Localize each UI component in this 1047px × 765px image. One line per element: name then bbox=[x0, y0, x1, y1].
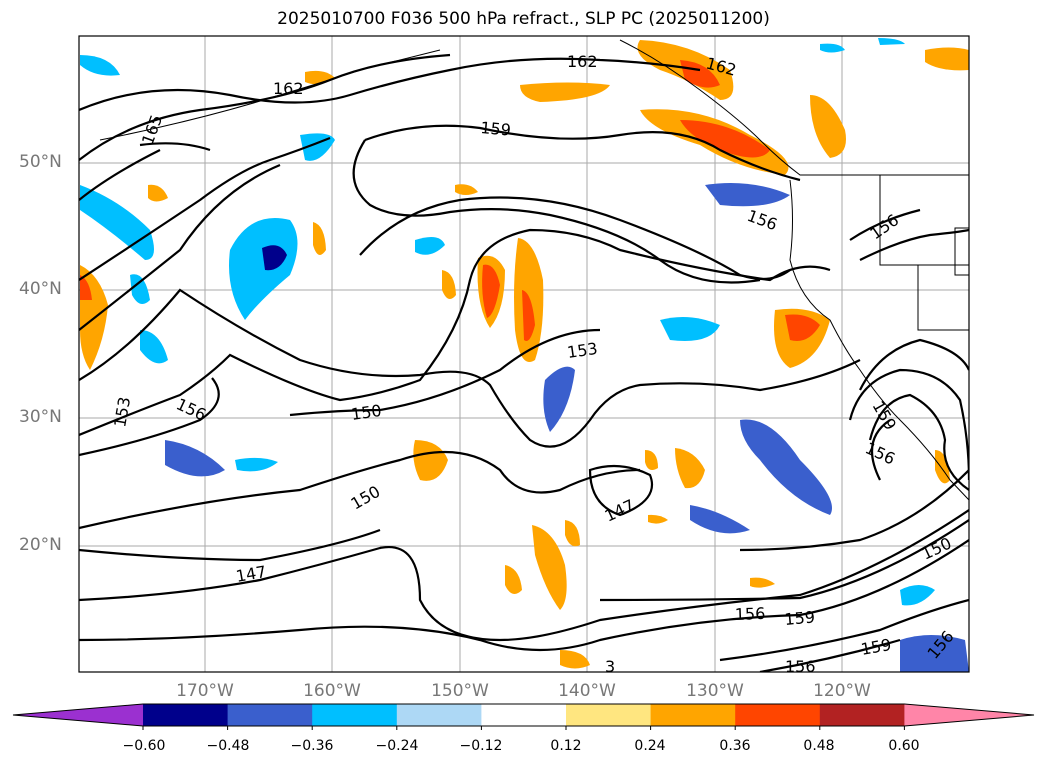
map-title: 2025010700 F036 500 hPa refract., SLP PC… bbox=[277, 9, 770, 29]
pos-fill bbox=[648, 514, 668, 524]
colorbar-tick-label: −0.36 bbox=[290, 738, 334, 754]
pos-fill bbox=[565, 520, 580, 547]
contour-label: 153 bbox=[566, 339, 599, 362]
pos-fill bbox=[560, 650, 590, 669]
lon-label-140w: 140°W bbox=[558, 681, 616, 701]
colorbar-tick-label: 0.24 bbox=[634, 738, 666, 754]
neg-fill bbox=[415, 236, 445, 255]
pos-fill bbox=[148, 184, 168, 202]
contour-label: 3 bbox=[605, 657, 615, 676]
pos-fill bbox=[80, 275, 92, 300]
neg-fill bbox=[165, 440, 225, 477]
pos-fill bbox=[520, 82, 610, 102]
neg-fill bbox=[235, 457, 278, 472]
slp-contours bbox=[79, 53, 969, 672]
colorbar-tick-label: −0.48 bbox=[206, 738, 250, 754]
contour-label: 150 bbox=[350, 401, 383, 424]
contour-label: 159 bbox=[480, 118, 512, 140]
pos-fill bbox=[305, 70, 335, 85]
negative-fills bbox=[80, 38, 969, 672]
pos-fill bbox=[750, 577, 775, 588]
colorbar-swatch bbox=[650, 704, 736, 726]
contour-label: 156 bbox=[862, 438, 898, 468]
pos-fill bbox=[455, 184, 478, 195]
contour-label: 156 bbox=[745, 206, 780, 234]
lat-label-50n: 50°N bbox=[19, 152, 62, 172]
neg-fill bbox=[660, 316, 720, 341]
colorbar-swatch bbox=[143, 704, 229, 726]
neg-fill bbox=[140, 330, 168, 364]
colorbar-tick-label: 0.60 bbox=[888, 738, 920, 754]
neg-fill bbox=[900, 585, 935, 606]
lat-label-30n: 30°N bbox=[19, 407, 62, 427]
colorbar-swatch bbox=[396, 704, 482, 726]
pos-fill bbox=[532, 525, 567, 610]
colorbar bbox=[12, 703, 1035, 730]
lon-label-160w: 160°W bbox=[303, 681, 361, 701]
neg-fill bbox=[878, 38, 905, 45]
colorbar-tick-label: 0.36 bbox=[719, 738, 751, 754]
pos-fill bbox=[645, 450, 658, 470]
colorbar-swatch bbox=[566, 704, 652, 726]
map-plot-area: 162 162 162 165 159 156 156 153 153 156 … bbox=[79, 36, 969, 676]
lon-label-150w: 150°W bbox=[431, 681, 489, 701]
neg-fill bbox=[80, 185, 154, 260]
pos-fill bbox=[442, 270, 456, 299]
colorbar-tick-label: −0.12 bbox=[459, 738, 503, 754]
pos-fill bbox=[522, 290, 535, 341]
colorbar-swatch bbox=[735, 704, 821, 726]
neg-fill bbox=[229, 218, 298, 320]
neg-fill bbox=[543, 366, 575, 432]
pos-fill bbox=[482, 264, 500, 318]
contour-label: 159 bbox=[784, 607, 816, 629]
pos-fill bbox=[505, 565, 522, 594]
pos-fill bbox=[925, 47, 969, 71]
colorbar-extend-max bbox=[904, 704, 1034, 726]
contour-label: 147 bbox=[234, 562, 267, 586]
colorbar-extend-min bbox=[13, 704, 143, 726]
neg-fill bbox=[740, 419, 832, 515]
colorbar-swatch bbox=[819, 704, 905, 726]
contour-label: 153 bbox=[110, 395, 134, 428]
neg-fill bbox=[900, 635, 969, 672]
neg-fill bbox=[690, 505, 750, 534]
lon-label-130w: 130°W bbox=[686, 681, 744, 701]
colorbar-swatch bbox=[227, 704, 313, 726]
contour-label: 150 bbox=[348, 482, 384, 514]
pos-fill bbox=[680, 60, 720, 88]
pos-fill bbox=[810, 95, 846, 158]
neg-fill bbox=[262, 245, 287, 271]
contour-label: 165 bbox=[138, 112, 166, 147]
lon-label-120w: 120°W bbox=[813, 681, 871, 701]
neg-fill bbox=[705, 182, 790, 207]
pos-fill bbox=[675, 448, 705, 489]
neg-fill bbox=[130, 274, 150, 304]
map-frame bbox=[78, 35, 970, 673]
colorbar-tick-label: 0.48 bbox=[803, 738, 835, 754]
neg-fill bbox=[820, 43, 845, 53]
colorbar-swatch bbox=[312, 704, 398, 726]
colorbar-tick-label: 0.12 bbox=[550, 738, 582, 754]
contour-label: 156 bbox=[734, 604, 765, 624]
colorbar-tick-label: −0.24 bbox=[375, 738, 419, 754]
colorbar-swatch bbox=[481, 704, 567, 726]
pos-fill bbox=[785, 314, 820, 341]
pos-fill bbox=[313, 222, 326, 255]
positive-fills bbox=[80, 40, 969, 669]
contour-label: 147 bbox=[602, 495, 638, 525]
lat-label-20n: 20°N bbox=[19, 535, 62, 555]
contour-label: 156 bbox=[785, 657, 816, 676]
colorbar-tick-label: −0.60 bbox=[122, 738, 166, 754]
contour-label: 162 bbox=[567, 52, 598, 71]
pos-fill bbox=[413, 440, 448, 481]
lat-label-40n: 40°N bbox=[19, 279, 62, 299]
contour-label: 162 bbox=[273, 79, 304, 98]
pos-fill bbox=[680, 120, 770, 158]
lon-label-170w: 170°W bbox=[176, 681, 234, 701]
contour-label: 156 bbox=[173, 394, 209, 424]
contour-label: 159 bbox=[859, 635, 892, 659]
neg-fill bbox=[80, 55, 120, 76]
contour-label: 156 bbox=[866, 210, 902, 243]
